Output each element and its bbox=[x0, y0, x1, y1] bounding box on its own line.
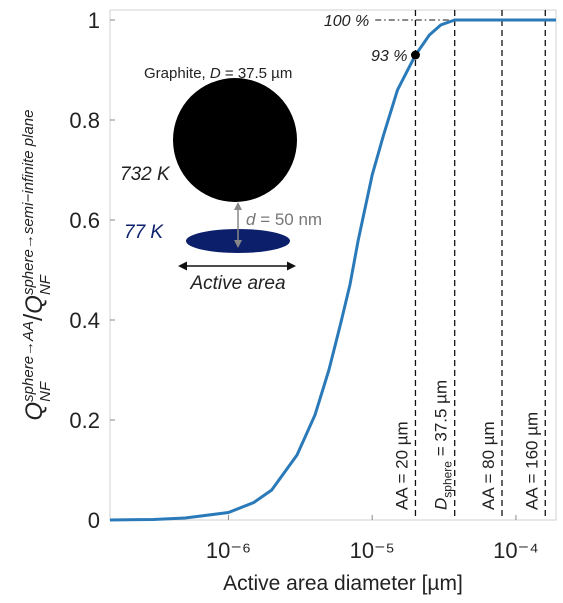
area-label: Active area bbox=[189, 273, 285, 294]
y-label-sub: NF bbox=[37, 381, 54, 402]
y-label-sub: NF bbox=[37, 274, 54, 295]
y-tick-label: 0.4 bbox=[69, 308, 100, 333]
x-tick-label: 10⁻⁶ bbox=[206, 538, 251, 563]
marker-label-text: AA = 160 µm bbox=[522, 412, 541, 510]
series-line bbox=[109, 18, 556, 522]
marker-label-text: AA = 20 µm bbox=[392, 421, 411, 510]
marker-label: AA = 160 µm bbox=[522, 412, 541, 510]
x-tick-label: 10⁻⁴ bbox=[493, 538, 539, 563]
y-label-divider: / bbox=[18, 313, 48, 321]
marker-label-text: D bbox=[432, 498, 451, 510]
x-axis-label: Active area diameter [µm] bbox=[223, 572, 463, 595]
marker-label-text: AA = 80 µm bbox=[479, 421, 498, 510]
plot-frame bbox=[109, 9, 557, 521]
y-tick-label: 0.8 bbox=[69, 108, 100, 133]
cold-temp: 77 K bbox=[124, 222, 164, 243]
y-axis-label: Qsphere→AANF/Qsphere→semi−infinite plane… bbox=[18, 110, 54, 421]
y-label-base: Q bbox=[21, 402, 48, 421]
y-label-sup: sphere→AA bbox=[20, 321, 37, 402]
y-tick-label: 0 bbox=[88, 508, 100, 533]
hot-temp: 732 K bbox=[120, 164, 171, 185]
sphere-label: Graphite, D = 37.5 µm bbox=[144, 65, 292, 82]
y-tick-label: 0.6 bbox=[69, 208, 100, 233]
marker-label-sub: sphere bbox=[441, 461, 455, 498]
marker-label: AA = 80 µm bbox=[479, 421, 498, 510]
inset: Graphite, D = 37.5 µm 732 K 77 K d = 50 … bbox=[120, 65, 322, 294]
point-label: 93 % bbox=[371, 48, 407, 65]
y-label-sup: sphere→semi−infinite plane bbox=[20, 110, 37, 296]
data-point bbox=[410, 50, 420, 60]
marker-label: AA = 20 µm bbox=[392, 421, 411, 510]
reference-label: 100 % bbox=[324, 13, 369, 30]
y-label-base: Q bbox=[21, 295, 48, 314]
marker-label: Dsphere = 37.5 µm bbox=[432, 380, 455, 510]
marker-label-end: = 37.5 µm bbox=[432, 380, 451, 461]
y-tick-label: 0.2 bbox=[69, 408, 100, 433]
y-tick-label: 1 bbox=[88, 8, 100, 33]
gap-label: d = 50 nm bbox=[246, 210, 322, 229]
x-tick-label: 10⁻⁵ bbox=[350, 538, 395, 563]
sphere bbox=[173, 78, 297, 202]
